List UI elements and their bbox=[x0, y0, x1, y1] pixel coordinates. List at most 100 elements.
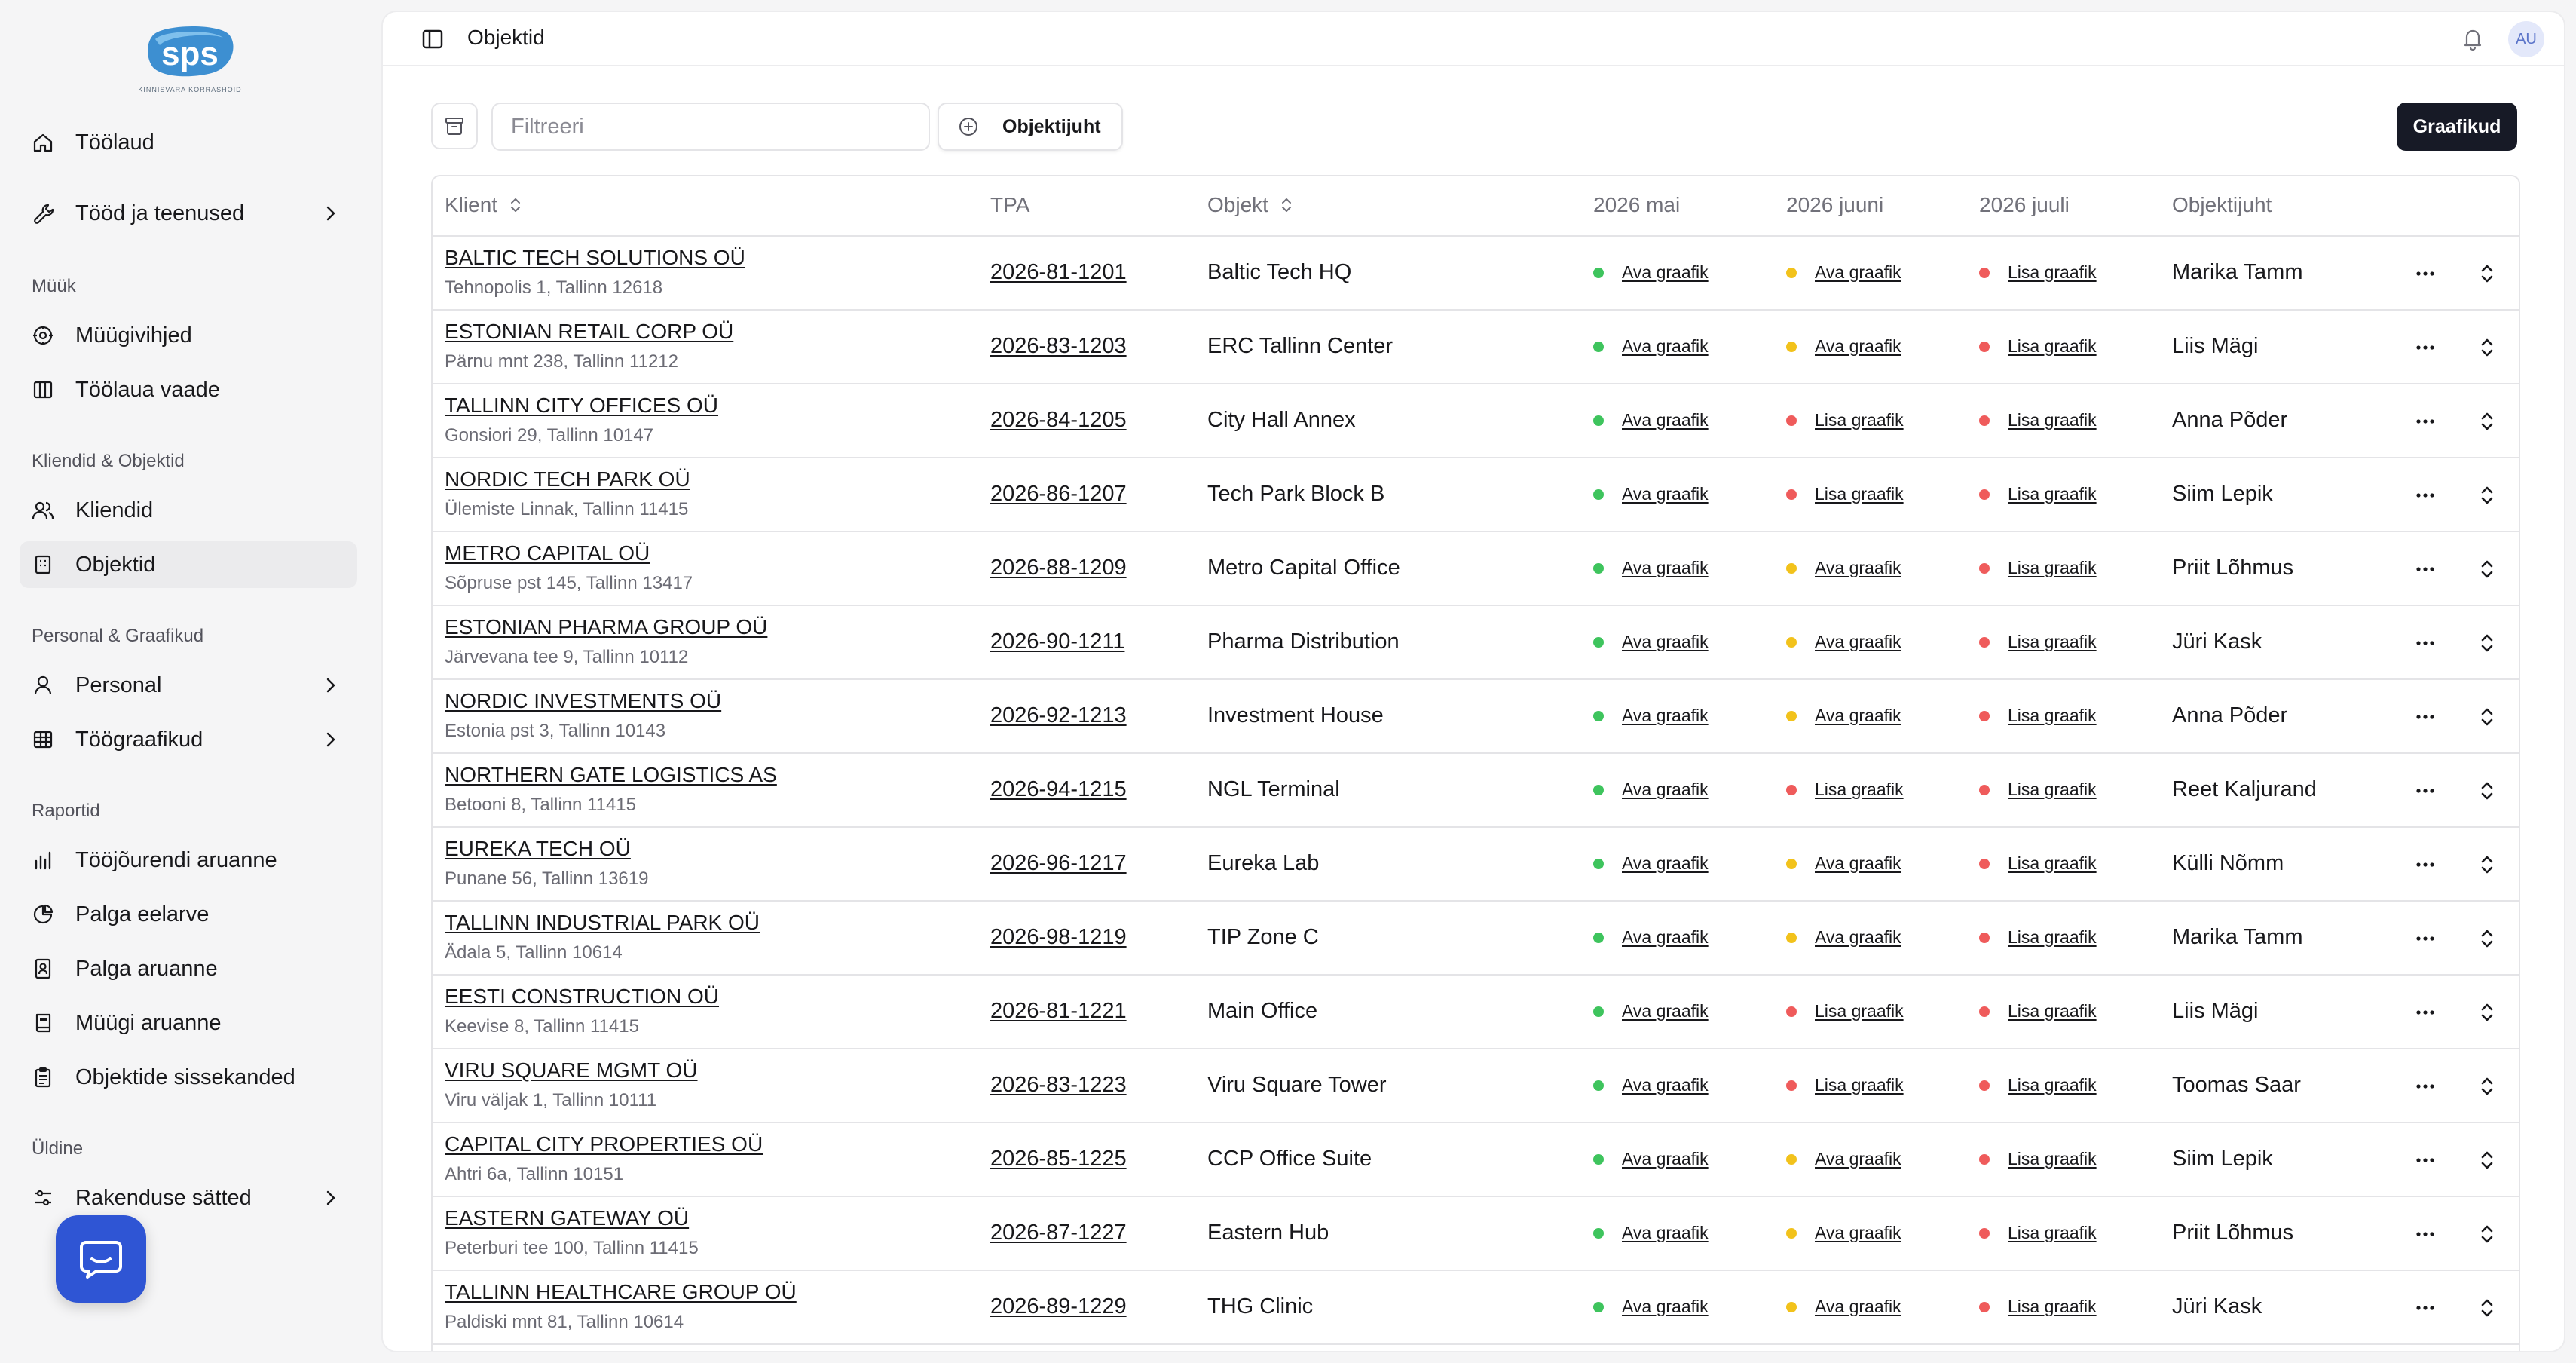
row-actions-button[interactable] bbox=[2413, 1148, 2437, 1172]
tpa-link[interactable]: 2026-88-1209 bbox=[990, 556, 1127, 580]
tpa-link[interactable]: 2026-81-1221 bbox=[990, 999, 1127, 1023]
schedule-link[interactable]: Ava graafik bbox=[1622, 706, 1709, 725]
row-actions-button[interactable] bbox=[2413, 557, 2437, 581]
tpa-link[interactable]: 2026-98-1219 bbox=[990, 925, 1127, 949]
schedule-link[interactable]: Lisa graafik bbox=[2008, 336, 2097, 356]
schedule-link[interactable]: Lisa graafik bbox=[1815, 410, 1904, 430]
schedule-link[interactable]: Ava graafik bbox=[1815, 558, 1901, 577]
schedule-link[interactable]: Lisa graafik bbox=[2008, 484, 2097, 504]
schedule-link[interactable]: Lisa graafik bbox=[2008, 1223, 2097, 1242]
sidebar-item-toograafikud[interactable]: Töögraafikud bbox=[20, 716, 357, 763]
row-expand-button[interactable] bbox=[2475, 262, 2499, 286]
client-link[interactable]: ESTONIAN PHARMA GROUP OÜ bbox=[445, 615, 768, 639]
row-expand-button[interactable] bbox=[2475, 779, 2499, 803]
tpa-link[interactable]: 2026-83-1223 bbox=[990, 1073, 1127, 1097]
sidebar-item-muugi-aruanne[interactable]: Müügi aruanne bbox=[20, 1000, 357, 1046]
row-expand-button[interactable] bbox=[2475, 1222, 2499, 1246]
sidebar-toggle-button[interactable] bbox=[421, 27, 445, 51]
client-link[interactable]: VIRU SQUARE MGMT OÜ bbox=[445, 1058, 698, 1082]
schedule-link[interactable]: Ava graafik bbox=[1815, 927, 1901, 947]
schedule-link[interactable]: Ava graafik bbox=[1622, 780, 1709, 799]
sidebar-item-objektid[interactable]: Objektid bbox=[20, 541, 357, 588]
tpa-link[interactable]: 2026-94-1215 bbox=[990, 777, 1127, 801]
schedule-link[interactable]: Ava graafik bbox=[1622, 927, 1709, 947]
client-link[interactable]: BALTIC TECH SOLUTIONS OÜ bbox=[445, 246, 745, 269]
client-link[interactable]: NORTHERN GATE LOGISTICS AS bbox=[445, 763, 777, 786]
row-expand-button[interactable] bbox=[2475, 705, 2499, 729]
row-actions-button[interactable] bbox=[2413, 409, 2437, 433]
sidebar-item-palga-eelarve[interactable]: Palga eelarve bbox=[20, 891, 357, 938]
schedule-link[interactable]: Lisa graafik bbox=[2008, 1001, 2097, 1021]
schedules-button[interactable]: Graafikud bbox=[2397, 103, 2517, 151]
row-actions-button[interactable] bbox=[2413, 631, 2437, 655]
row-actions-button[interactable] bbox=[2413, 1074, 2437, 1098]
row-expand-button[interactable] bbox=[2475, 1296, 2499, 1320]
schedule-link[interactable]: Lisa graafik bbox=[2008, 1075, 2097, 1095]
sidebar-item-rakenduse-satted[interactable]: Rakenduse sätted bbox=[20, 1175, 357, 1221]
tpa-link[interactable]: 2026-83-1203 bbox=[990, 334, 1127, 358]
schedule-link[interactable]: Ava graafik bbox=[1622, 1223, 1709, 1242]
tpa-link[interactable]: 2026-86-1207 bbox=[990, 482, 1127, 506]
row-expand-button[interactable] bbox=[2475, 1000, 2499, 1025]
schedule-link[interactable]: Lisa graafik bbox=[1815, 484, 1904, 504]
sidebar-item-muugivihjed[interactable]: Müügivihjed bbox=[20, 312, 357, 359]
schedule-link[interactable]: Lisa graafik bbox=[1815, 1001, 1904, 1021]
client-link[interactable]: ESTONIAN RETAIL CORP OÜ bbox=[445, 320, 734, 343]
tpa-link[interactable]: 2026-92-1213 bbox=[990, 703, 1127, 727]
schedule-link[interactable]: Lisa graafik bbox=[2008, 410, 2097, 430]
schedule-link[interactable]: Ava graafik bbox=[1815, 1297, 1901, 1316]
notifications-button[interactable] bbox=[2460, 26, 2486, 51]
schedule-link[interactable]: Ava graafik bbox=[1815, 632, 1901, 651]
client-link[interactable]: EASTERN GATEWAY OÜ bbox=[445, 1206, 690, 1230]
tpa-link[interactable]: 2026-85-1225 bbox=[990, 1147, 1127, 1171]
row-actions-button[interactable] bbox=[2413, 779, 2437, 803]
row-actions-button[interactable] bbox=[2413, 1296, 2437, 1320]
sidebar-item-toolaua-vaade[interactable]: Töölaua vaade bbox=[20, 366, 357, 413]
schedule-link[interactable]: Lisa graafik bbox=[2008, 1149, 2097, 1169]
schedule-link[interactable]: Ava graafik bbox=[1622, 262, 1709, 282]
client-link[interactable]: TALLINN INDUSTRIAL PARK OÜ bbox=[445, 911, 760, 934]
row-expand-button[interactable] bbox=[2475, 1074, 2499, 1098]
schedule-link[interactable]: Ava graafik bbox=[1815, 1149, 1901, 1169]
schedule-link[interactable]: Lisa graafik bbox=[2008, 706, 2097, 725]
schedule-link[interactable]: Lisa graafik bbox=[2008, 927, 2097, 947]
tpa-link[interactable]: 2026-96-1217 bbox=[990, 851, 1127, 875]
client-link[interactable]: NORDIC TECH PARK OÜ bbox=[445, 467, 690, 491]
sidebar-item-toolaud[interactable]: Töölaud bbox=[20, 119, 357, 166]
column-header-object[interactable]: Objekt bbox=[1207, 193, 1296, 217]
row-actions-button[interactable] bbox=[2413, 705, 2437, 729]
schedule-link[interactable]: Ava graafik bbox=[1622, 1075, 1709, 1095]
row-expand-button[interactable] bbox=[2475, 557, 2499, 581]
filter-input[interactable] bbox=[491, 103, 930, 151]
client-link[interactable]: EESTI CONSTRUCTION OÜ bbox=[445, 985, 720, 1008]
company-logo[interactable]: sps KINNISVARA KORRASHOID bbox=[130, 20, 250, 98]
schedule-link[interactable]: Ava graafik bbox=[1622, 484, 1709, 504]
row-expand-button[interactable] bbox=[2475, 409, 2499, 433]
schedule-link[interactable]: Ava graafik bbox=[1815, 262, 1901, 282]
schedule-link[interactable]: Lisa graafik bbox=[2008, 1297, 2097, 1316]
tpa-link[interactable]: 2026-90-1211 bbox=[990, 629, 1125, 654]
schedule-link[interactable]: Lisa graafik bbox=[2008, 780, 2097, 799]
tpa-link[interactable]: 2026-87-1227 bbox=[990, 1221, 1127, 1245]
schedule-link[interactable]: Ava graafik bbox=[1622, 1297, 1709, 1316]
column-header-client[interactable]: Klient bbox=[445, 193, 525, 217]
schedule-link[interactable]: Ava graafik bbox=[1622, 558, 1709, 577]
schedule-link[interactable]: Ava graafik bbox=[1622, 632, 1709, 651]
row-expand-button[interactable] bbox=[2475, 927, 2499, 951]
chat-support-button[interactable] bbox=[56, 1215, 146, 1303]
sidebar-item-personal[interactable]: Personal bbox=[20, 662, 357, 709]
schedule-link[interactable]: Ava graafik bbox=[1815, 706, 1901, 725]
row-actions-button[interactable] bbox=[2413, 262, 2437, 286]
schedule-link[interactable]: Ava graafik bbox=[1622, 1149, 1709, 1169]
client-link[interactable]: TALLINN CITY OFFICES OÜ bbox=[445, 394, 719, 417]
client-link[interactable]: EUREKA TECH OÜ bbox=[445, 837, 631, 860]
schedule-link[interactable]: Ava graafik bbox=[1815, 853, 1901, 873]
row-expand-button[interactable] bbox=[2475, 631, 2499, 655]
schedule-link[interactable]: Lisa graafik bbox=[2008, 632, 2097, 651]
row-actions-button[interactable] bbox=[2413, 1222, 2437, 1246]
tpa-link[interactable]: 2026-89-1229 bbox=[990, 1294, 1127, 1319]
row-actions-button[interactable] bbox=[2413, 335, 2437, 360]
schedule-link[interactable]: Ava graafik bbox=[1622, 410, 1709, 430]
schedule-link[interactable]: Ava graafik bbox=[1622, 853, 1709, 873]
schedule-link[interactable]: Ava graafik bbox=[1815, 336, 1901, 356]
